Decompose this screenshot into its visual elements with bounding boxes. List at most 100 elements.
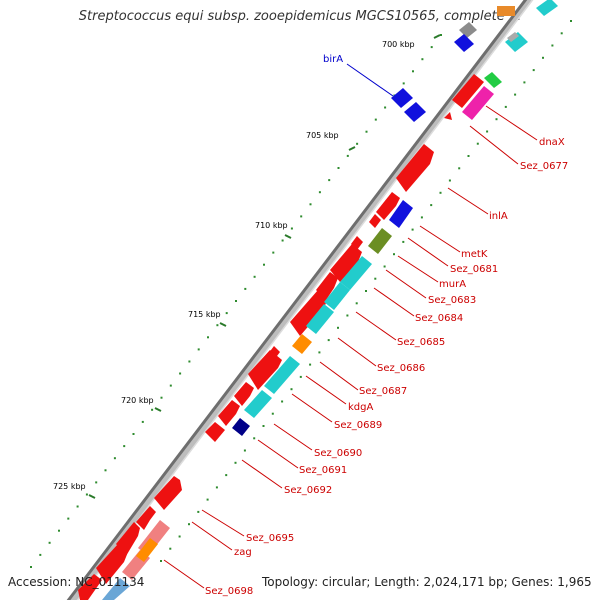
leader-dnaX <box>485 105 538 141</box>
scale-dot <box>141 420 144 423</box>
scale-dot <box>160 560 162 562</box>
scale-dot <box>504 105 507 108</box>
gene-label-Sez_0683[interactable]: Sez_0683 <box>428 295 476 306</box>
tick-mark-725 <box>88 494 96 499</box>
gene-feature <box>454 34 474 52</box>
scale-dot <box>207 336 209 339</box>
scale-dot <box>272 251 275 254</box>
gene-feature <box>536 0 558 16</box>
reverse-strand-genes <box>102 0 558 600</box>
leader-Sez_0691 <box>257 439 299 469</box>
scale-dot <box>39 553 42 556</box>
scale-dot <box>560 32 563 35</box>
gene-label-Sez_0686[interactable]: Sez_0686 <box>377 363 425 374</box>
gene-label-murA[interactable]: murA <box>439 279 466 290</box>
leader-Sez_0689 <box>291 393 333 423</box>
gene-label-Sez_0677[interactable]: Sez_0677 <box>520 161 568 172</box>
gene-feature <box>292 334 312 354</box>
gene-feature <box>444 112 452 120</box>
scale-dot <box>551 44 554 47</box>
scale-dot <box>374 277 377 280</box>
scale-dot <box>48 541 51 544</box>
gene-label-birA[interactable]: birA <box>323 54 343 65</box>
scale-dot <box>188 523 190 526</box>
leader-Sez_0685 <box>355 311 397 341</box>
scale-dot <box>318 351 321 354</box>
scale-dot <box>309 203 312 206</box>
scale-dot <box>476 142 479 145</box>
scale-dot <box>523 81 526 84</box>
scale-dot <box>355 302 358 305</box>
gene-label-kdgA[interactable]: kdgA <box>348 402 373 413</box>
gene-feature <box>78 574 102 600</box>
gene-label-Sez_0690[interactable]: Sez_0690 <box>314 448 362 459</box>
scale-dot <box>495 118 498 121</box>
scale-dot <box>411 228 414 231</box>
gene-feature <box>306 304 334 334</box>
gene-label-Sez_0698[interactable]: Sez_0698 <box>205 586 253 597</box>
gene-feature <box>459 22 477 38</box>
gene-label-Sez_0692[interactable]: Sez_0692 <box>284 485 332 496</box>
scale-dot <box>225 474 228 477</box>
gene-label-Sez_0685[interactable]: Sez_0685 <box>397 337 445 348</box>
scale-dot <box>290 388 293 391</box>
gene-label-Sez_0684[interactable]: Sez_0684 <box>415 313 463 324</box>
tick-label-700: 700 kbp <box>382 40 415 49</box>
gene-feature <box>248 350 282 390</box>
gene-feature <box>330 244 362 282</box>
gene-feature <box>396 144 434 192</box>
scale-dot <box>365 130 368 133</box>
scale-dot <box>570 20 572 22</box>
scale-dot <box>263 263 265 266</box>
scale-dot <box>85 493 88 496</box>
scale-dot <box>467 155 470 157</box>
gene-feature <box>376 192 400 220</box>
tick-mark-710 <box>284 234 292 239</box>
gene-feature <box>154 476 182 510</box>
gene-label-Sez_0687[interactable]: Sez_0687 <box>359 386 407 397</box>
scale-dot <box>197 510 200 513</box>
leader-Sez_0677 <box>469 125 519 165</box>
scale-dot <box>188 360 191 363</box>
scale-dot <box>421 58 424 61</box>
scale-dot <box>365 290 367 292</box>
leader-Sez_0683 <box>385 269 427 299</box>
gene-label-zag[interactable]: zag <box>234 547 252 558</box>
scale-dot <box>514 93 517 96</box>
inner-scale-dots <box>160 20 572 562</box>
gene-feature <box>462 86 494 120</box>
gene-label-Sez_0695[interactable]: Sez_0695 <box>246 533 294 544</box>
gene-label-metK[interactable]: metK <box>461 249 488 260</box>
scale-dot <box>244 287 247 290</box>
gene-label-dnaX[interactable]: dnaX <box>539 137 565 148</box>
scale-dot <box>458 167 461 170</box>
leader-inlA <box>447 187 489 215</box>
scale-dot <box>356 142 359 145</box>
scale-dot <box>337 326 339 329</box>
scale-dot <box>346 154 349 157</box>
scale-dot <box>542 56 544 59</box>
gene-label-Sez_0689[interactable]: Sez_0689 <box>334 420 382 431</box>
scale-dot <box>328 179 331 182</box>
scale-dot <box>67 517 70 520</box>
gene-feature <box>369 214 381 228</box>
gene-feature <box>234 382 254 406</box>
tick-label-725: 725 kbp <box>53 482 86 491</box>
tick-mark-715 <box>219 322 227 327</box>
gene-feature <box>102 578 130 600</box>
gene-feature <box>96 544 128 584</box>
gene-feature <box>505 32 528 52</box>
gene-feature <box>368 228 392 254</box>
scale-dot <box>309 363 312 366</box>
scale-dot <box>225 312 228 315</box>
scale-dot <box>123 445 126 448</box>
gene-feature <box>324 282 350 310</box>
tick-label-710: 710 kbp <box>255 221 288 230</box>
leader-zag <box>191 521 233 551</box>
gene-label-Sez_0681[interactable]: Sez_0681 <box>450 264 498 275</box>
gene-label-Sez_0691[interactable]: Sez_0691 <box>299 465 347 476</box>
scale-dot <box>300 215 303 218</box>
gene-feature <box>244 390 272 418</box>
gene-label-inlA[interactable]: inlA <box>489 211 508 222</box>
